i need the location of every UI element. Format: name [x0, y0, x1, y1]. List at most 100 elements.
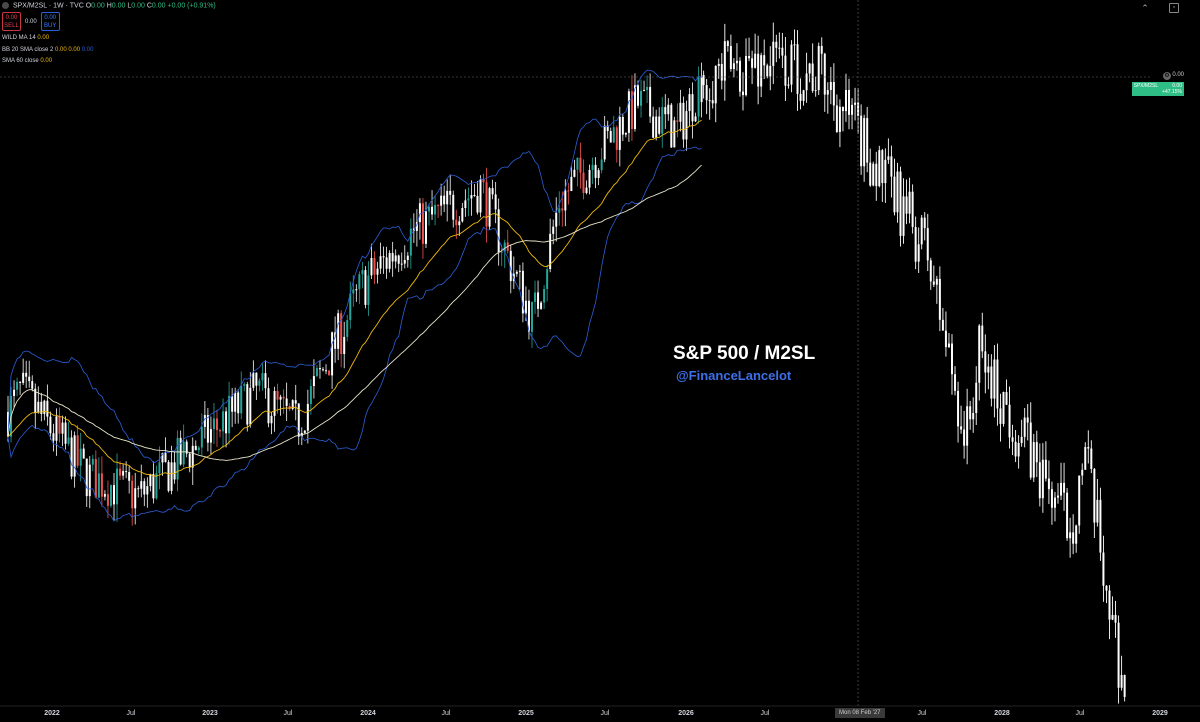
- candle-body: [255, 372, 258, 386]
- candle-body: [700, 77, 703, 103]
- candle-body: [282, 396, 285, 399]
- candle-body: [179, 437, 182, 465]
- projected-candle-body: [787, 84, 790, 86]
- x-tick-label: 2028: [994, 710, 1010, 717]
- candle-body: [355, 289, 358, 291]
- candle-body: [125, 471, 128, 473]
- candle-body: [376, 268, 379, 275]
- projected-candle-body: [1093, 468, 1096, 523]
- candle-body: [309, 386, 312, 404]
- projected-candle-body: [984, 351, 987, 373]
- candle-body: [206, 415, 209, 443]
- candle-body: [397, 255, 400, 264]
- indicator-value: 0.00: [37, 35, 50, 41]
- indicator-bb[interactable]: BB 20 SMA close 2 0.00 0.00 0.00: [2, 47, 93, 53]
- candle-body: [79, 448, 82, 466]
- candle-body: [131, 480, 134, 509]
- candle-body: [424, 211, 427, 244]
- candle-body: [606, 125, 609, 132]
- candle-body: [231, 395, 234, 412]
- close-value: 0.00: [151, 2, 166, 10]
- projected-candle-body: [969, 406, 972, 420]
- x-tick-label: 2022: [44, 710, 60, 717]
- projected-candle-body: [793, 44, 796, 46]
- candle-body: [31, 381, 34, 389]
- chart-subtitle: @FinanceLancelot: [676, 368, 792, 383]
- low-value: 0.00: [131, 2, 145, 10]
- projected-candle-body: [745, 55, 748, 96]
- projected-candle-body: [1035, 442, 1038, 463]
- candle-body: [476, 195, 479, 213]
- projected-candle-body: [748, 55, 751, 59]
- candle-body: [122, 471, 125, 476]
- projected-candle-body: [1123, 674, 1126, 698]
- projected-candle-body: [1050, 489, 1053, 508]
- projected-candle-body: [1047, 478, 1050, 490]
- candle-body: [109, 485, 112, 506]
- candle-body: [570, 176, 573, 191]
- projected-candle-body: [1072, 532, 1075, 544]
- projected-candle-body: [902, 196, 905, 236]
- change-value: +0.00 (+0.91%): [167, 2, 216, 10]
- projected-candle-body: [1026, 417, 1029, 423]
- candle-body: [370, 257, 373, 276]
- projected-candle-body: [802, 90, 805, 101]
- projected-candle-body: [920, 217, 923, 245]
- buy-button[interactable]: 0.00 BUY: [40, 12, 60, 31]
- projected-candle-body: [1060, 482, 1063, 496]
- candle-body: [561, 208, 564, 211]
- candle-body: [137, 488, 140, 490]
- candle-body: [52, 433, 55, 441]
- candle-body: [318, 368, 321, 370]
- projected-candle-body: [851, 104, 854, 115]
- candle-body: [331, 332, 334, 376]
- projected-candle-body: [938, 278, 941, 320]
- projected-candle-body: [944, 330, 947, 348]
- projected-candle-body: [899, 171, 902, 236]
- projected-candle-body: [844, 90, 847, 112]
- candle-body: [234, 392, 237, 412]
- candle-body: [146, 486, 149, 495]
- symbol-label[interactable]: SPX/M2SL · 1W · TVC: [12, 2, 84, 10]
- projected-candle-body: [908, 191, 911, 214]
- candle-body: [649, 86, 652, 117]
- candle-body: [49, 416, 52, 434]
- x-tick-label: 2023: [202, 710, 218, 717]
- projected-candle-body: [1032, 442, 1035, 478]
- candle-body: [591, 164, 594, 171]
- candle-body: [379, 256, 382, 269]
- x-tick-label: Jul: [441, 710, 451, 717]
- indicator-wma[interactable]: WILD MA 14 0.00: [2, 35, 49, 41]
- projected-candle-body: [1078, 475, 1081, 526]
- sell-button[interactable]: 0.00 SELL: [2, 12, 21, 31]
- chart-title: S&P 500 / M2SL: [673, 343, 816, 364]
- projected-candle-body: [957, 390, 960, 427]
- candle-body: [667, 104, 670, 115]
- projected-candle-body: [817, 45, 820, 91]
- candle-body: [658, 116, 661, 134]
- projected-candle-body: [720, 63, 723, 81]
- candle-body: [34, 388, 37, 413]
- settings-circle-icon[interactable]: ⚙: [1163, 72, 1171, 80]
- candle-body: [549, 233, 552, 270]
- candle-body: [488, 188, 491, 227]
- candle-body: [491, 188, 494, 195]
- projected-candle-body: [1087, 447, 1090, 449]
- candle-body: [688, 94, 691, 112]
- candle-body: [76, 435, 79, 466]
- candle-body: [540, 302, 543, 309]
- candle-body: [306, 403, 309, 431]
- candle-body: [113, 485, 116, 505]
- more-icon[interactable]: ⌃: [1141, 3, 1149, 13]
- candle-body: [458, 221, 461, 226]
- projected-candle-body: [987, 366, 990, 373]
- candle-body: [40, 401, 43, 414]
- window-icon[interactable]: ▫: [1169, 3, 1179, 13]
- candle-body: [228, 395, 231, 434]
- bb-upper-line: [7, 69, 702, 464]
- indicator-sma[interactable]: SMA 60 close 0.00: [2, 58, 52, 64]
- candle-body: [222, 411, 225, 432]
- projected-candle-body: [1020, 436, 1023, 443]
- projected-candle-body: [960, 426, 963, 430]
